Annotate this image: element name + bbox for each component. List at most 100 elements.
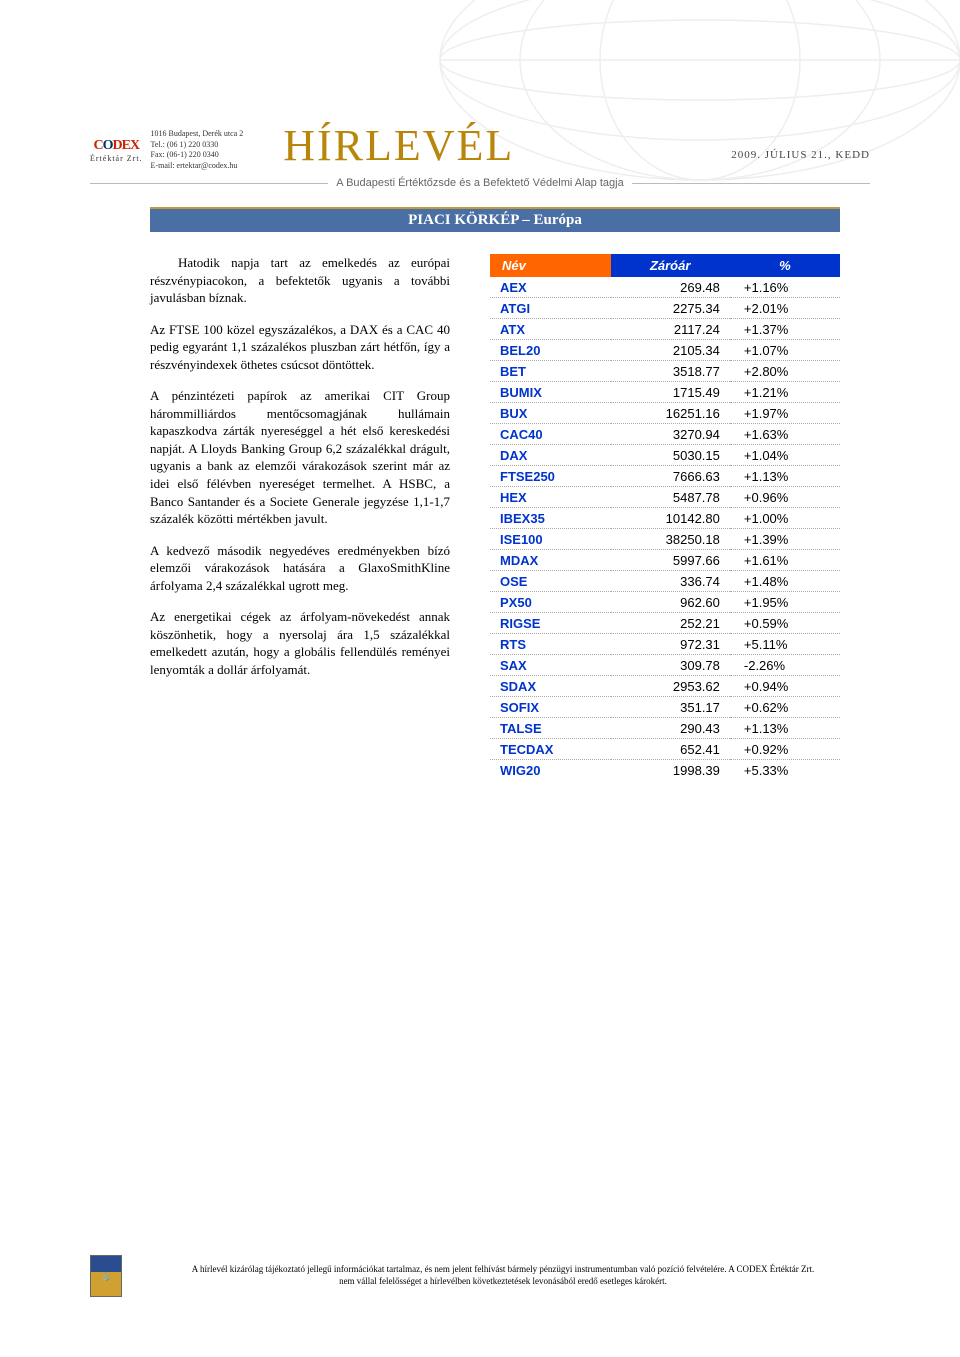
table-row: MDAX5997.66+1.61% (490, 550, 840, 571)
newsletter-title: HÍRLEVÉL (283, 120, 514, 171)
index-pct: +0.62% (730, 697, 840, 718)
section-header: PIACI KÖRKÉP – Európa (150, 207, 840, 232)
index-name: BUX (490, 403, 611, 424)
article-paragraph: A kedvező második negyedéves eredményekb… (150, 542, 450, 595)
index-close: 269.48 (611, 277, 730, 298)
table-row: BUX16251.16+1.97% (490, 403, 840, 424)
index-pct: +1.13% (730, 466, 840, 487)
logo-subtitle: Értéktár Zrt. (90, 154, 143, 163)
index-close: 252.21 (611, 613, 730, 634)
contact-line: Fax: (06-1) 220 0340 (151, 150, 244, 160)
table-row: TECDAX652.41+0.92% (490, 739, 840, 760)
index-name: PX50 (490, 592, 611, 613)
divider-line (632, 183, 870, 184)
article-column: Hatodik napja tart az emelkedés az európ… (150, 254, 450, 780)
table-row: SAX309.78-2.26% (490, 655, 840, 676)
index-pct: +5.33% (730, 760, 840, 781)
table-row: RIGSE252.21+0.59% (490, 613, 840, 634)
index-pct: +1.16% (730, 277, 840, 298)
index-pct: +1.04% (730, 445, 840, 466)
table-row: BUMIX1715.49+1.21% (490, 382, 840, 403)
index-pct: +1.21% (730, 382, 840, 403)
contact-line: Tel.: (06 1) 220 0330 (151, 140, 244, 150)
index-name: OSE (490, 571, 611, 592)
index-pct: -2.26% (730, 655, 840, 676)
index-pct: +5.11% (730, 634, 840, 655)
article-paragraph: Hatodik napja tart az emelkedés az európ… (150, 254, 450, 307)
article-paragraph: A pénzintézeti papírok az amerikai CIT G… (150, 387, 450, 527)
index-name: BEL20 (490, 340, 611, 361)
index-close: 351.17 (611, 697, 730, 718)
divider-line (90, 183, 328, 184)
index-pct: +1.48% (730, 571, 840, 592)
index-name: ISE100 (490, 529, 611, 550)
index-close: 10142.80 (611, 508, 730, 529)
index-pct: +0.59% (730, 613, 840, 634)
table-row: FTSE2507666.63+1.13% (490, 466, 840, 487)
contact-line: E-mail: ertektar@codex.hu (151, 161, 244, 171)
index-name: FTSE250 (490, 466, 611, 487)
index-close: 962.60 (611, 592, 730, 613)
disclaimer: A hírlevél kizárólag tájékoztató jellegű… (136, 1264, 870, 1287)
index-close: 1715.49 (611, 382, 730, 403)
membership-text: A Budapesti Értéktőzsde és a Befektető V… (336, 177, 623, 189)
index-name: SAX (490, 655, 611, 676)
article-paragraph: Az FTSE 100 közel egyszázalékos, a DAX é… (150, 321, 450, 374)
index-pct: +1.13% (730, 718, 840, 739)
index-close: 336.74 (611, 571, 730, 592)
table-row: AEX269.48+1.16% (490, 277, 840, 298)
index-close: 2953.62 (611, 676, 730, 697)
index-close: 652.41 (611, 739, 730, 760)
table-row: BEL202105.34+1.07% (490, 340, 840, 361)
index-pct: +1.37% (730, 319, 840, 340)
table-row: SDAX2953.62+0.94% (490, 676, 840, 697)
membership-divider: A Budapesti Értéktőzsde és a Befektető V… (90, 177, 870, 189)
index-pct: +1.95% (730, 592, 840, 613)
index-pct: +1.61% (730, 550, 840, 571)
index-close: 972.31 (611, 634, 730, 655)
index-name: AEX (490, 277, 611, 298)
index-name: SOFIX (490, 697, 611, 718)
table-row: OSE336.74+1.48% (490, 571, 840, 592)
disclaimer-line: A hírlevél kizárólag tájékoztató jellegű… (136, 1264, 870, 1276)
table-row: PX50962.60+1.95% (490, 592, 840, 613)
index-pct: +0.92% (730, 739, 840, 760)
table-row: BET3518.77+2.80% (490, 361, 840, 382)
index-pct: +0.96% (730, 487, 840, 508)
contact-line: 1016 Budapest, Derék utca 2 (151, 129, 244, 139)
index-pct: +1.07% (730, 340, 840, 361)
table-row: ATX2117.24+1.37% (490, 319, 840, 340)
index-close: 38250.18 (611, 529, 730, 550)
index-name: RTS (490, 634, 611, 655)
index-close: 5030.15 (611, 445, 730, 466)
index-name: RIGSE (490, 613, 611, 634)
index-pct: +1.39% (730, 529, 840, 550)
index-pct: +1.63% (730, 424, 840, 445)
logo-brand: CODEX (93, 138, 139, 154)
page-container: CODEX Értéktár Zrt. 1016 Budapest, Derék… (0, 0, 960, 780)
table-header-row: Név Záróár % (490, 254, 840, 277)
table-row: WIG201998.39+5.33% (490, 760, 840, 781)
index-name: CAC40 (490, 424, 611, 445)
index-close: 290.43 (611, 718, 730, 739)
index-close: 309.78 (611, 655, 730, 676)
table-row: ATGI2275.34+2.01% (490, 298, 840, 319)
index-pct: +2.01% (730, 298, 840, 319)
index-close: 16251.16 (611, 403, 730, 424)
index-close: 2117.24 (611, 319, 730, 340)
index-pct: +1.97% (730, 403, 840, 424)
issue-date: 2009. JÚLIUS 21., KEDD (731, 149, 870, 161)
table-row: RTS972.31+5.11% (490, 634, 840, 655)
disclaimer-line: nem vállal felelősséget a hírlevélben kö… (136, 1276, 870, 1288)
index-name: ATX (490, 319, 611, 340)
index-pct: +0.94% (730, 676, 840, 697)
index-pct: +1.00% (730, 508, 840, 529)
col-header-pct: % (730, 254, 840, 277)
index-name: WIG20 (490, 760, 611, 781)
article-paragraph: Az energetikai cégek az árfolyam-növeked… (150, 608, 450, 678)
table-row: DAX5030.15+1.04% (490, 445, 840, 466)
col-header-name: Név (490, 254, 611, 277)
index-name: ATGI (490, 298, 611, 319)
logo-block: CODEX Értéktár Zrt. 1016 Budapest, Derék… (90, 129, 243, 171)
market-table: Név Záróár % AEX269.48+1.16%ATGI2275.34+… (490, 254, 840, 780)
